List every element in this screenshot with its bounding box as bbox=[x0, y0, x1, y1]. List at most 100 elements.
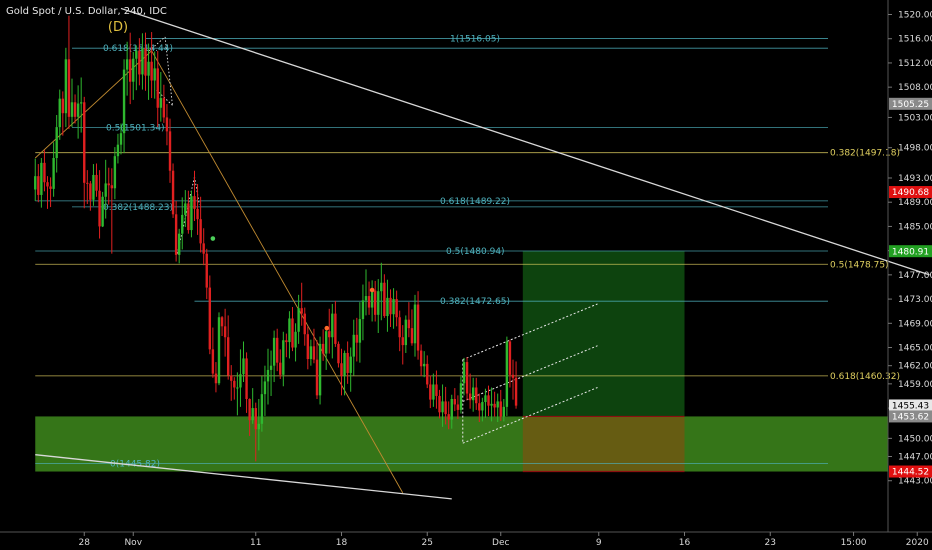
bullish-candle bbox=[122, 59, 126, 154]
candle-body bbox=[377, 291, 380, 315]
bearish-candle bbox=[508, 339, 512, 388]
bullish-candle bbox=[297, 294, 300, 344]
candle-body bbox=[502, 406, 506, 417]
bearish-candle bbox=[230, 365, 233, 401]
bearish-candle bbox=[453, 388, 457, 412]
bearish-candle bbox=[468, 373, 472, 409]
bullish-candle bbox=[190, 190, 193, 238]
bullish-candle bbox=[34, 158, 37, 201]
bearish-candle bbox=[456, 395, 460, 419]
candle-body bbox=[275, 337, 279, 363]
price-tick-label: 1512.00 bbox=[898, 59, 932, 69]
price-tag-box bbox=[889, 245, 932, 258]
candle-body bbox=[272, 337, 276, 366]
candle-body bbox=[499, 401, 502, 417]
bearish-candle bbox=[367, 281, 371, 315]
bearish-candle bbox=[144, 32, 147, 91]
bearish-candle bbox=[37, 164, 40, 203]
price-tag-box bbox=[889, 186, 932, 199]
price-tick-label: 1485.00 bbox=[898, 222, 932, 232]
candle-body bbox=[462, 362, 466, 384]
candle-body bbox=[86, 182, 89, 184]
candle-body bbox=[174, 214, 178, 255]
candle-body bbox=[208, 287, 212, 350]
signal-dot bbox=[210, 236, 216, 241]
candle-body bbox=[324, 331, 328, 354]
candle-body bbox=[343, 352, 346, 376]
bullish-candle bbox=[40, 158, 43, 208]
price-tag-red: 1444.52 bbox=[889, 465, 932, 478]
bearish-candle bbox=[487, 385, 490, 416]
bearish-candle bbox=[499, 389, 502, 421]
bearish-candle bbox=[86, 170, 89, 205]
price-tick-label: 1459.00 bbox=[898, 380, 932, 390]
time-axis[interactable]: 28 Nov 11 18 25 Dec 9 16 23 15:00 2020 bbox=[79, 532, 929, 548]
bearish-candle bbox=[315, 340, 319, 399]
candle-body bbox=[159, 98, 163, 108]
price-tag-grey: 1505.25 bbox=[889, 97, 932, 110]
bullish-candle bbox=[52, 142, 55, 197]
bullish-candle bbox=[282, 331, 285, 387]
candle-body bbox=[165, 117, 169, 132]
candle-body bbox=[223, 326, 227, 338]
bullish-candle bbox=[147, 43, 150, 100]
bullish-candle bbox=[380, 262, 383, 321]
upper-trendline bbox=[120, 7, 930, 276]
bearish-candle bbox=[401, 325, 404, 365]
candle-body bbox=[401, 337, 404, 346]
bullish-candle bbox=[484, 388, 487, 418]
candle-body bbox=[168, 131, 172, 171]
candle-body bbox=[239, 374, 242, 388]
candle-body bbox=[386, 297, 389, 317]
bullish-candle bbox=[263, 365, 267, 416]
candle-body bbox=[150, 61, 153, 81]
bullish-candle bbox=[471, 377, 475, 412]
bearish-candle bbox=[419, 344, 423, 376]
candle-body bbox=[438, 395, 441, 413]
bearish-candle bbox=[334, 300, 337, 347]
candle-body bbox=[334, 313, 337, 344]
candle-body bbox=[257, 423, 261, 430]
channel-layer bbox=[148, 36, 598, 444]
candle-body bbox=[370, 290, 374, 308]
bearish-candle bbox=[398, 310, 401, 352]
candle-body bbox=[205, 253, 208, 288]
time-tick-label: 25 bbox=[422, 538, 433, 548]
bullish-candle bbox=[217, 312, 221, 386]
candle-body bbox=[508, 341, 512, 375]
candle-body bbox=[429, 384, 432, 400]
bearish-candle bbox=[300, 282, 303, 326]
price-tick-label: 1498.00 bbox=[898, 144, 932, 154]
candle-body bbox=[426, 363, 429, 385]
candle-body bbox=[291, 318, 294, 348]
bullish-candle bbox=[386, 279, 389, 332]
bullish-candle bbox=[358, 302, 362, 363]
bearish-candle bbox=[478, 393, 481, 423]
bearish-candle bbox=[306, 326, 310, 370]
bullish-candle bbox=[309, 339, 313, 366]
bullish-candle bbox=[450, 394, 453, 429]
bearish-candle bbox=[43, 150, 46, 192]
bearish-candle bbox=[73, 94, 77, 124]
bullish-candle bbox=[349, 347, 352, 392]
candle-body bbox=[153, 68, 156, 81]
candle-body bbox=[156, 68, 159, 108]
channel-upper-line bbox=[462, 303, 598, 361]
bullish-candle bbox=[104, 159, 107, 219]
price-tick-label: 1447.00 bbox=[898, 453, 932, 463]
bullish-candle bbox=[135, 45, 138, 91]
bearish-candle bbox=[220, 316, 224, 337]
bullish-candle bbox=[132, 52, 135, 100]
markers-layer bbox=[210, 236, 375, 331]
bullish-candle bbox=[239, 349, 242, 407]
candle-body bbox=[300, 308, 303, 314]
time-tick-label: 9 bbox=[596, 538, 602, 548]
candle-body bbox=[128, 59, 132, 82]
candle-body bbox=[413, 304, 417, 344]
price-tick-label: 1516.00 bbox=[898, 35, 932, 45]
bearish-candle bbox=[168, 118, 172, 183]
price-tick-label: 1477.00 bbox=[898, 271, 932, 281]
time-tick-label: 28 bbox=[79, 538, 91, 548]
candle-body bbox=[478, 403, 481, 411]
